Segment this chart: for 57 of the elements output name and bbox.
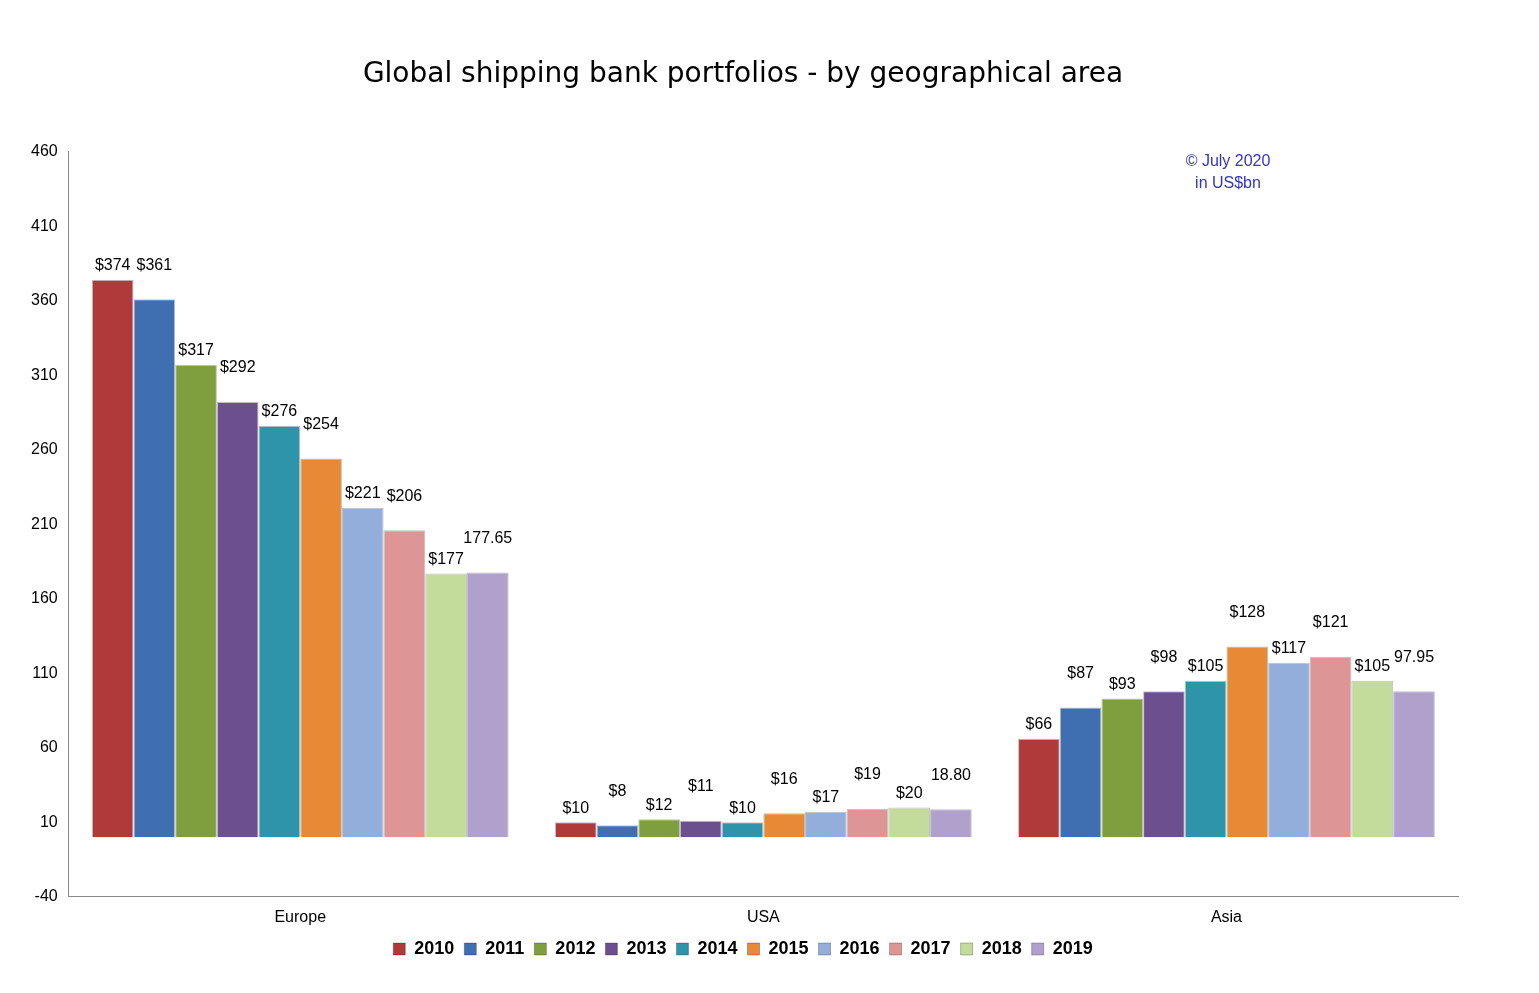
legend-label: 2015 (768, 937, 809, 958)
x-tick-label: Asia (1210, 907, 1243, 925)
data-label: $98 (1150, 647, 1178, 665)
y-tick-label: 160 (30, 589, 58, 607)
data-label: $121 (1312, 613, 1349, 631)
data-label: $10 (729, 798, 756, 816)
data-label: $317 (178, 341, 214, 359)
data-label: $20 (895, 783, 923, 801)
y-tick-label: 460 (30, 142, 58, 160)
data-label: $361 (136, 255, 173, 273)
legend-label: 2010 (414, 937, 455, 958)
x-tick-label: Europe (274, 907, 327, 925)
legend-label: 2013 (626, 937, 667, 958)
legend-label: 2016 (839, 937, 880, 958)
data-label: $105 (1187, 657, 1224, 675)
data-label: 97.95 (1393, 647, 1435, 665)
data-label: $11 (688, 777, 714, 795)
y-tick-label: 210 (30, 514, 58, 532)
data-label: $254 (303, 415, 339, 433)
legend-label: 2019 (1052, 937, 1093, 958)
legend-label: 2017 (910, 937, 951, 958)
data-label: $221 (344, 484, 381, 502)
data-label: $276 (261, 402, 298, 420)
data-label: $17 (812, 788, 840, 806)
data-label: $292 (219, 358, 256, 376)
legend-label: 2012 (555, 937, 596, 958)
y-tick-label: 260 (30, 440, 58, 458)
data-label: $177 (428, 549, 465, 567)
y-tick-label: 60 (39, 738, 58, 756)
data-label: $16 (770, 769, 798, 787)
y-tick-label: -40 (34, 887, 58, 905)
data-label: $87 (1067, 663, 1095, 681)
y-tick-label: 410 (30, 216, 58, 234)
chart-title: Global shipping bank portfolios - by geographical area (362, 56, 1124, 90)
y-tick-label: 110 (32, 663, 58, 681)
data-label: $93 (1108, 674, 1136, 692)
y-tick-label: 10 (39, 812, 58, 830)
y-tick-label: 310 (30, 365, 58, 383)
data-label: $117 (1271, 639, 1307, 657)
data-label: $105 (1354, 657, 1391, 675)
data-label: $66 (1025, 715, 1053, 733)
annotation: © July 2020 (1185, 152, 1271, 170)
legend-label: 2014 (697, 937, 738, 958)
legend-label: 2011 (485, 937, 525, 958)
data-label: $12 (645, 795, 673, 813)
data-label: $128 (1229, 602, 1266, 620)
y-tick-label: 360 (30, 291, 58, 309)
x-tick-label: USA (746, 907, 781, 925)
data-label: 18.80 (930, 765, 972, 783)
legend-label: 2018 (981, 937, 1022, 958)
data-label: $206 (386, 486, 423, 504)
data-label: $19 (854, 765, 881, 783)
data-label: 177.65 (463, 528, 513, 546)
data-label: $10 (562, 798, 590, 816)
data-label: $374 (94, 256, 131, 274)
annotation: in US$bn (1195, 174, 1261, 192)
data-label: $8 (608, 781, 627, 799)
